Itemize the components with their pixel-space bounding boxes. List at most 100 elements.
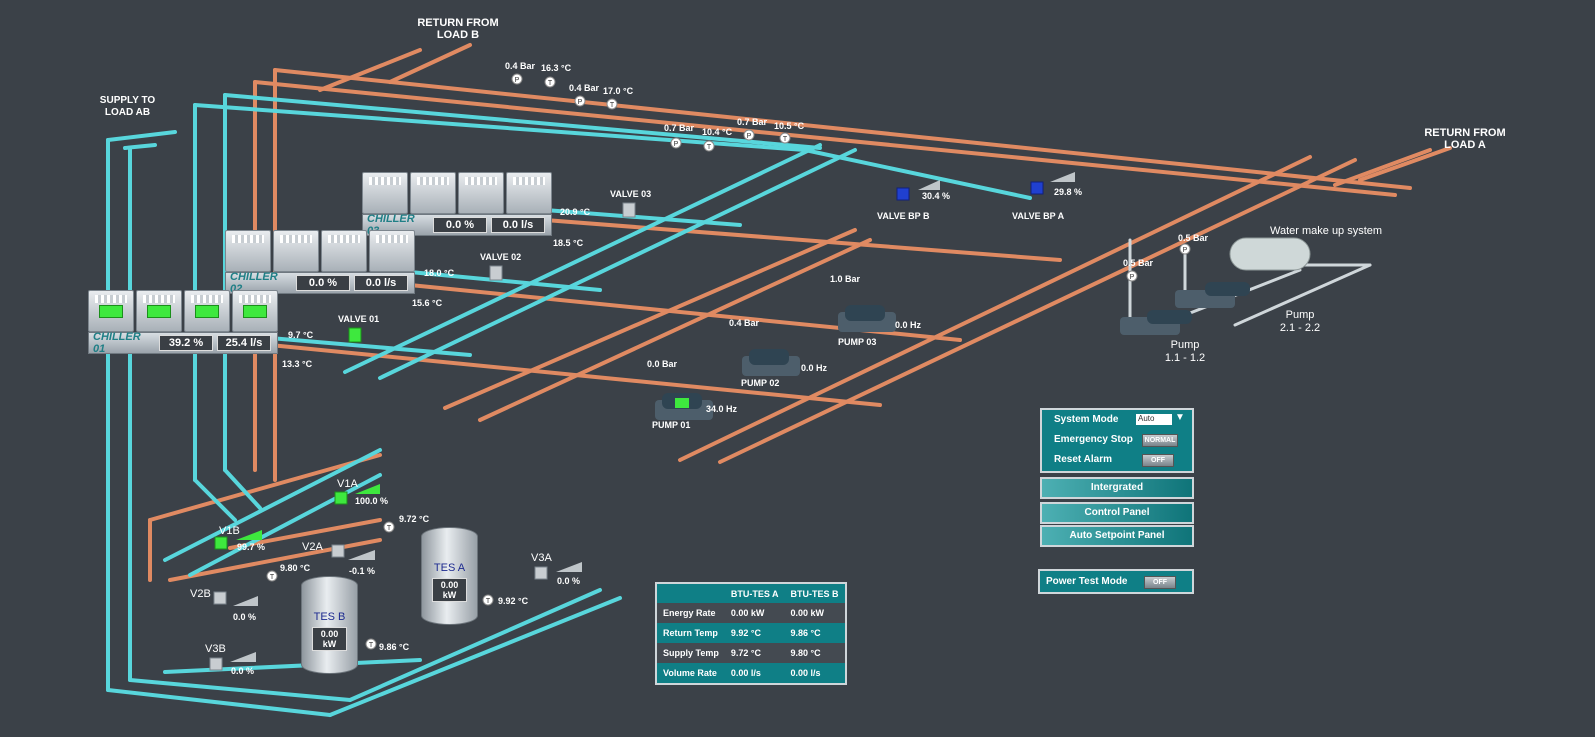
pump-01-name[interactable]: PUMP 01	[652, 420, 691, 430]
system-mode-select[interactable]: Auto	[1136, 414, 1172, 425]
power-test-panel: Power Test Mode OFF	[1038, 569, 1194, 594]
table-row: Return Temp 9.92 °C 9.86 °C	[656, 623, 846, 643]
pressure-sensor-icon: P	[1130, 274, 1135, 281]
table-row: Volume Rate 0.00 l/s 0.00 l/s	[656, 663, 846, 684]
valve-v3a-label[interactable]: V3A	[531, 552, 552, 564]
pump-02-pressure: 0.4 Bar	[729, 318, 760, 328]
pump-03-pressure: 1.0 Bar	[830, 274, 861, 284]
makeup-pressure-2: 0.5 Bar	[1178, 233, 1209, 243]
sensor-t1: 16.3 °C	[541, 63, 572, 73]
valve-03-label[interactable]: VALVE 03	[610, 189, 652, 199]
chiller-01-supply-temp: 9.7 °C	[288, 330, 314, 340]
control-panel-button[interactable]: Control Panel	[1040, 502, 1194, 524]
pump-03-freq: 0.0 Hz	[895, 320, 922, 330]
makeup-tank	[1229, 237, 1311, 271]
valve-v1a-pct: 100.0 %	[355, 496, 389, 506]
emergency-stop-label: Emergency Stop	[1054, 434, 1133, 445]
btu-col-a: BTU-TES A	[724, 583, 785, 603]
valve-bodies	[209, 181, 1044, 671]
valve-bp-b-pct: 30.4 %	[922, 191, 951, 201]
power-test-toggle[interactable]: OFF	[1144, 576, 1176, 589]
power-test-label: Power Test Mode	[1046, 576, 1128, 587]
valve-v2a-label[interactable]: V2A	[302, 541, 323, 553]
table-row: Energy Rate 0.00 kW 0.00 kW	[656, 603, 846, 623]
temperature-sensor-icon: T	[270, 574, 275, 581]
valve-bp-a-label[interactable]: VALVE BP A	[1012, 211, 1065, 221]
valve-02-label[interactable]: VALVE 02	[480, 252, 522, 262]
pump-03-body	[838, 305, 896, 332]
temperature-sensor-icon: T	[486, 598, 491, 605]
table-row: Supply Temp 9.72 °C 9.80 °C	[656, 643, 846, 663]
pump-02-freq: 0.0 Hz	[801, 363, 828, 373]
pump-01-pressure: 0.0 Bar	[647, 359, 678, 369]
tes-b-name: TES B	[313, 611, 346, 623]
chiller-01-name: CHILLER 01	[93, 331, 141, 355]
chiller-03-flow: 0.0 l/s	[491, 217, 545, 233]
chiller-01-flow: 25.4 l/s	[217, 335, 271, 351]
supply-pipes	[106, 93, 1032, 717]
sensor-bubbles	[266, 73, 1191, 650]
chiller-02-supply-temp: 18.0 °C	[424, 268, 455, 278]
temperature-sensor-icon: T	[387, 525, 392, 532]
makeup-pump-1-label: Pump 1.1 - 1.2	[1164, 339, 1206, 364]
valve-v2b-label[interactable]: V2B	[190, 588, 211, 600]
pressure-sensor-icon: P	[515, 77, 520, 84]
makeup-title: Water make up system	[1270, 225, 1383, 237]
chiller-03-supply-temp: 20.9 °C	[560, 207, 591, 217]
chiller-03-return-temp: 18.5 °C	[553, 238, 584, 248]
chiller-02-return-temp: 15.6 °C	[412, 298, 443, 308]
integrated-button[interactable]: Intergrated	[1040, 477, 1194, 499]
emergency-stop-toggle[interactable]: NORMAL	[1142, 434, 1178, 447]
temperature-sensor-icon: T	[707, 144, 712, 151]
makeup-pump-2-label: Pump 2.1 - 2.2	[1279, 309, 1321, 334]
pump-01-body	[655, 393, 713, 420]
return-load-a-label: RETURN FROM LOAD A	[1424, 127, 1506, 151]
valve-level-wedges	[230, 172, 1075, 662]
tes-b-bottom-temp: 9.86 °C	[379, 642, 410, 652]
tes-a-name: TES A	[433, 562, 466, 574]
supply-load-ab-label: SUPPLY TO LOAD AB	[99, 95, 156, 118]
sensor-p2: 0.4 Bar	[569, 83, 600, 93]
auto-setpoint-panel-button[interactable]: Auto Setpoint Panel	[1040, 525, 1194, 547]
sensor-t2: 17.0 °C	[603, 86, 634, 96]
valve-v2b-pct: 0.0 %	[233, 612, 257, 622]
reset-alarm-toggle[interactable]: OFF	[1142, 454, 1174, 467]
makeup-pumps	[1120, 282, 1250, 335]
pressure-sensor-icon: P	[1183, 247, 1188, 254]
sensor-p3: 0.7 Bar	[664, 123, 695, 133]
pump-03-name[interactable]: PUMP 03	[838, 337, 877, 347]
pump-01-freq: 34.0 Hz	[706, 404, 738, 414]
tes-a-bottom-temp: 9.92 °C	[498, 596, 529, 606]
system-mode-label: System Mode	[1054, 414, 1119, 425]
valve-v3b-pct: 0.0 %	[231, 666, 255, 676]
valve-v1a-label[interactable]: V1A	[337, 478, 358, 490]
pressure-sensor-icon: P	[578, 99, 583, 106]
valve-v1b-label[interactable]: V1B	[219, 525, 240, 537]
valve-bp-a-pct: 29.8 %	[1054, 187, 1083, 197]
temperature-sensor-icon: T	[548, 80, 553, 87]
chiller-02[interactable]: CHILLER 02 0.0 % 0.0 l/s	[225, 230, 415, 295]
sensor-p4: 0.7 Bar	[737, 117, 768, 127]
valve-01-label[interactable]: VALVE 01	[338, 314, 380, 324]
pump-02-name[interactable]: PUMP 02	[741, 378, 780, 388]
chiller-01-load: 39.2 %	[159, 335, 213, 351]
valve-v3b-label[interactable]: V3B	[205, 643, 226, 655]
sensor-t4: 10.5 °C	[774, 121, 805, 131]
return-load-b-label: RETURN FROM LOAD B	[417, 17, 499, 41]
tes-a-kw: 0.00 kW	[432, 578, 467, 602]
reset-alarm-row: Reset Alarm OFF	[1042, 450, 1192, 470]
valve-v1b-pct: 99.7 %	[237, 542, 266, 552]
tes-b-tank[interactable]: TES B 0.00 kW	[301, 576, 358, 674]
valve-bp-b-label[interactable]: VALVE BP B	[877, 211, 930, 221]
chiller-03-load: 0.0 %	[433, 217, 487, 233]
sensor-t3: 10.4 °C	[702, 127, 733, 137]
pump-02-body	[742, 349, 800, 376]
chiller-02-load: 0.0 %	[296, 275, 350, 291]
chiller-03[interactable]: CHILLER 030.0 %0.0 l/s	[362, 172, 552, 237]
tes-a-tank[interactable]: TES A 0.00 kW	[421, 527, 478, 625]
system-mode-row: System Mode Auto ▼	[1042, 410, 1192, 430]
chevron-down-icon[interactable]: ▼	[1175, 412, 1185, 423]
tes-a-top-temp: 9.72 °C	[399, 514, 430, 524]
chiller-01[interactable]: CHILLER 01 39.2 % 25.4 l/s	[88, 290, 278, 355]
